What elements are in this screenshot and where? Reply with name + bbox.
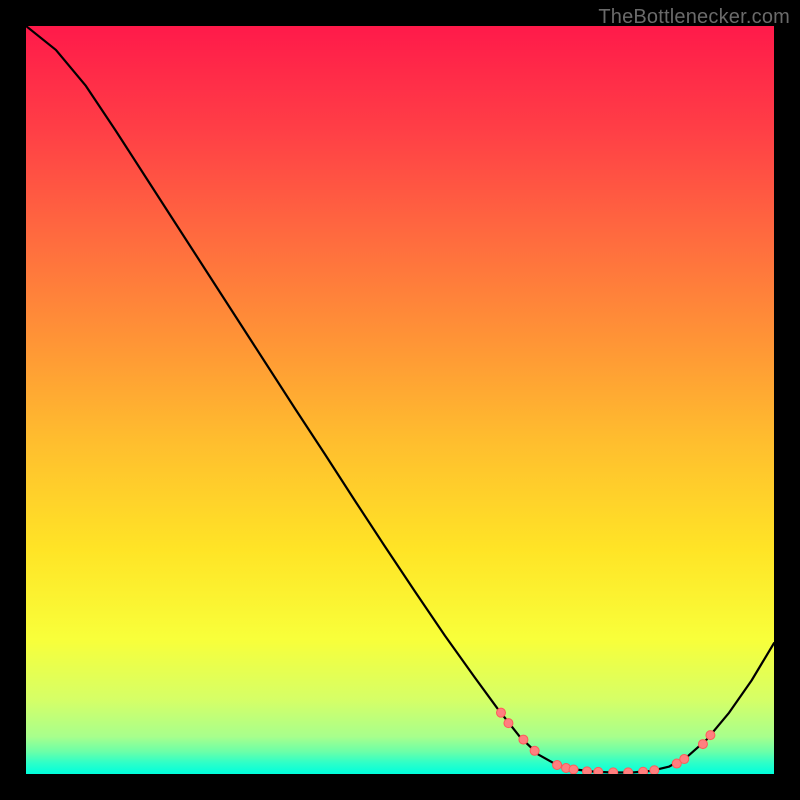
marker-point	[698, 740, 707, 749]
heatmap-background	[26, 26, 774, 774]
marker-point	[496, 708, 505, 717]
marker-point	[594, 767, 603, 774]
marker-point	[650, 766, 659, 774]
marker-point	[569, 765, 578, 774]
marker-point	[624, 768, 633, 774]
marker-point	[504, 719, 513, 728]
marker-point	[639, 767, 648, 774]
marker-point	[609, 768, 618, 774]
marker-point	[519, 735, 528, 744]
page-container: TheBottlenecker.com	[0, 0, 800, 800]
marker-point	[553, 761, 562, 770]
marker-point	[680, 755, 689, 764]
plot-area	[26, 26, 774, 774]
watermark-label: TheBottlenecker.com	[598, 6, 790, 29]
marker-point	[706, 731, 715, 740]
chart-svg	[26, 26, 774, 774]
marker-point	[530, 746, 539, 755]
marker-point	[583, 767, 592, 774]
